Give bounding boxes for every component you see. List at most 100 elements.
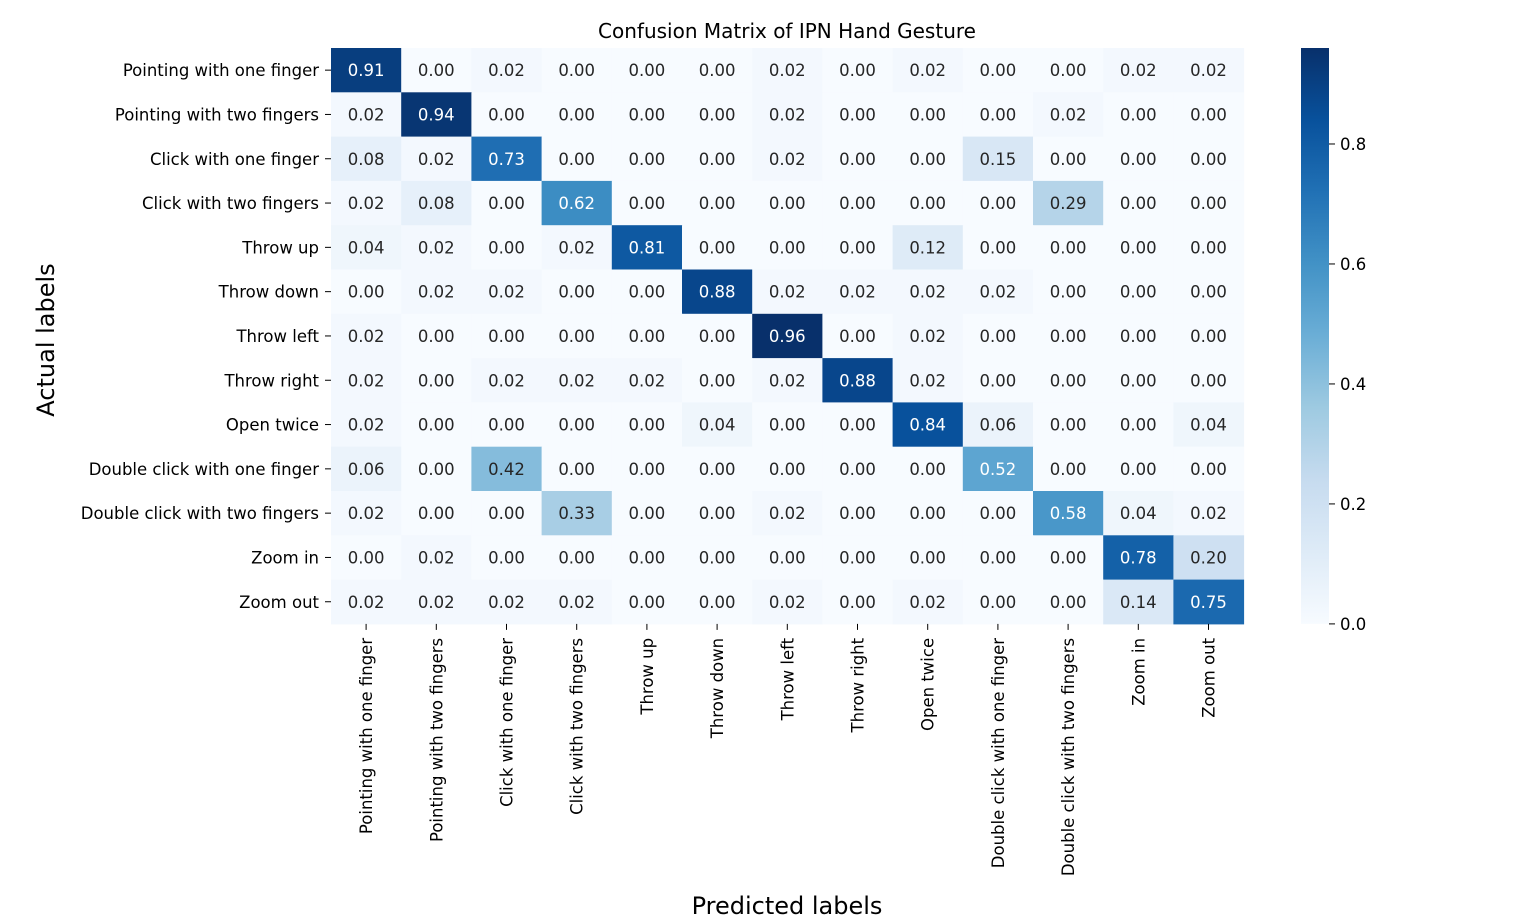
cell-value-label: 0.02 xyxy=(769,504,806,523)
cell-value-label: 0.00 xyxy=(1190,327,1227,346)
heatmap-cell xyxy=(401,446,472,492)
cell-value-label: 0.02 xyxy=(348,416,385,435)
heatmap-cell xyxy=(1173,491,1245,536)
heatmap-cell xyxy=(752,136,823,182)
cell-value-label: 0.94 xyxy=(418,105,455,124)
heatmap-cell xyxy=(752,180,823,226)
cell-value-label: 0.00 xyxy=(1190,283,1227,302)
heatmap-cell xyxy=(401,313,472,359)
heatmap-cell xyxy=(682,402,753,448)
heatmap-cell xyxy=(401,535,472,581)
heatmap-cell xyxy=(1173,579,1245,625)
x-tick-label: Open twice xyxy=(919,638,938,731)
heatmap-cell xyxy=(401,48,472,93)
cell-value-label: 0.00 xyxy=(418,460,455,479)
y-tick-label: Throw left xyxy=(235,327,319,346)
heatmap-cell xyxy=(1033,180,1104,226)
cell-value-label: 0.42 xyxy=(488,460,525,479)
cell-value-label: 0.00 xyxy=(629,327,666,346)
cell-value-label: 0.04 xyxy=(1190,416,1227,435)
cell-value-label: 0.00 xyxy=(980,504,1017,523)
heatmap-cell xyxy=(682,535,753,581)
cell-value-label: 0.00 xyxy=(839,105,876,124)
heatmap-cell xyxy=(892,358,964,403)
heatmap-cell xyxy=(1033,358,1104,403)
cell-value-label: 0.00 xyxy=(558,150,595,169)
heatmap-cell xyxy=(1173,446,1245,492)
heatmap-cell xyxy=(822,358,894,403)
heatmap-cell xyxy=(331,579,402,625)
cell-value-label: 0.00 xyxy=(1190,150,1227,169)
heatmap-cell xyxy=(331,136,402,182)
cell-value-label: 0.02 xyxy=(909,61,946,80)
cell-value-label: 0.00 xyxy=(1050,460,1087,479)
heatmap-cell xyxy=(822,180,894,226)
heatmap-cell xyxy=(1033,136,1104,182)
cell-value-label: 0.00 xyxy=(980,61,1017,80)
cell-value-label: 0.02 xyxy=(348,593,385,612)
y-tick-label: Double click with one finger xyxy=(89,460,319,479)
x-tick-label: Click with one finger xyxy=(498,638,517,807)
x-tick-label: Click with two fingers xyxy=(568,638,587,815)
heatmap-cells: 0.91 0.00 0.02 0.00 0.00 0.00 0.02 0.00 0.02 0.00… xyxy=(331,48,1245,625)
y-tick-label: Click with two fingers xyxy=(142,194,319,213)
cell-value-label: 0.02 xyxy=(1120,61,1157,80)
cell-value-label: 0.00 xyxy=(980,593,1017,612)
x-tick-label: Zoom out xyxy=(1200,637,1219,717)
heatmap-cell xyxy=(611,491,683,536)
heatmap-cell xyxy=(682,225,753,270)
cell-value-label: 0.00 xyxy=(980,238,1017,257)
cell-value-label: 0.00 xyxy=(418,416,455,435)
cell-value-label: 0.00 xyxy=(629,194,666,213)
heatmap-cell xyxy=(1103,180,1174,226)
heatmap-cell xyxy=(962,358,1034,403)
cell-value-label: 0.00 xyxy=(980,105,1017,124)
heatmap-cell xyxy=(331,491,402,536)
heatmap-cell xyxy=(471,579,543,625)
cell-value-label: 0.02 xyxy=(418,548,455,567)
heatmap-cell xyxy=(682,313,753,359)
cell-value-label: 0.00 xyxy=(699,61,736,80)
heatmap-cell xyxy=(752,358,823,403)
heatmap-cell xyxy=(611,92,683,138)
heatmap-cell xyxy=(822,92,894,138)
cell-value-label: 0.00 xyxy=(980,194,1017,213)
cell-value-label: 0.00 xyxy=(699,504,736,523)
cell-value-label: 0.75 xyxy=(1190,593,1227,612)
heatmap-cell xyxy=(611,535,683,581)
cell-value-label: 0.02 xyxy=(769,105,806,124)
y-tick-label: Zoom out xyxy=(239,593,319,612)
heatmap-cell xyxy=(331,446,402,492)
cell-value-label: 0.02 xyxy=(629,371,666,390)
heatmap-cell xyxy=(822,225,894,270)
cell-value-label: 0.02 xyxy=(769,371,806,390)
colorbar-gradient xyxy=(1301,48,1329,624)
cell-value-label: 0.00 xyxy=(488,194,525,213)
cell-value-label: 0.02 xyxy=(418,283,455,302)
heatmap-cell xyxy=(331,402,402,448)
x-tick-label: Throw right xyxy=(849,637,868,733)
cell-value-label: 0.00 xyxy=(629,548,666,567)
heatmap-cell xyxy=(401,358,472,403)
heatmap-cell xyxy=(892,136,964,182)
cell-value-label: 0.02 xyxy=(909,371,946,390)
cell-value-label: 0.62 xyxy=(558,194,595,213)
heatmap-cell xyxy=(541,269,613,315)
cell-value-label: 0.00 xyxy=(1050,548,1087,567)
cell-value-label: 0.02 xyxy=(558,371,595,390)
heatmap-cell xyxy=(1173,535,1245,581)
heatmap-cell xyxy=(682,491,753,536)
heatmap-cell xyxy=(611,180,683,226)
heatmap-cell xyxy=(962,535,1034,581)
heatmap-cell xyxy=(541,136,613,182)
heatmap-cell xyxy=(1173,136,1245,182)
heatmap-cell xyxy=(1033,535,1104,581)
cell-value-label: 0.00 xyxy=(558,460,595,479)
cell-value-label: 0.00 xyxy=(488,504,525,523)
cell-value-label: 0.88 xyxy=(699,283,736,302)
heatmap-cell xyxy=(1033,402,1104,448)
cell-value-label: 0.00 xyxy=(1120,150,1157,169)
cell-value-label: 0.00 xyxy=(558,283,595,302)
heatmap-cell xyxy=(822,402,894,448)
